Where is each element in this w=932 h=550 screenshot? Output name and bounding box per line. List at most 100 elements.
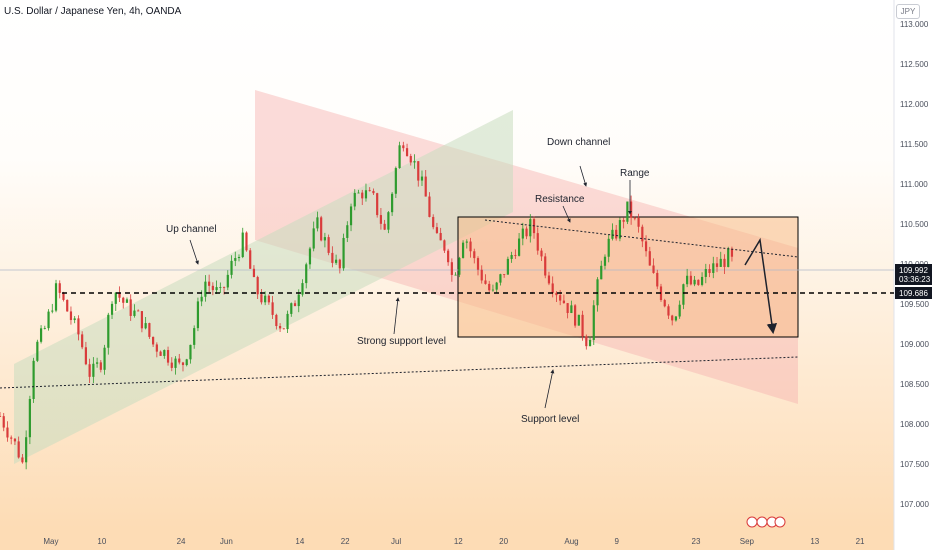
candle-body <box>398 145 401 169</box>
candle-body <box>2 416 5 428</box>
candle-body <box>499 274 502 283</box>
candle-body <box>648 251 651 266</box>
support-level-label: Support level <box>521 414 579 425</box>
x-tick-label: Aug <box>564 537 578 546</box>
candle-body <box>73 318 76 321</box>
candle-body <box>592 305 595 340</box>
candle-body <box>208 281 211 286</box>
y-tick-label: 112.000 <box>900 100 929 109</box>
candle-body <box>215 287 218 291</box>
range-box <box>457 216 799 338</box>
event-icon-2[interactable] <box>756 516 768 528</box>
resistance-label: Resistance <box>535 194 585 205</box>
candle-body <box>99 362 102 370</box>
candle-body <box>376 193 379 216</box>
candle-body <box>715 263 719 267</box>
candle-body <box>137 310 140 312</box>
candle-body <box>17 441 20 458</box>
candle-body <box>525 228 528 237</box>
candle-body <box>114 292 117 304</box>
candle-body <box>700 276 704 285</box>
candle-body <box>252 268 256 278</box>
candle-body <box>361 192 364 199</box>
event-icon-4[interactable] <box>774 516 786 528</box>
last-price-tag-bg <box>895 264 932 285</box>
candle-body <box>510 255 513 259</box>
candle-body <box>155 344 158 352</box>
candle-body <box>652 265 655 273</box>
up-channel-zone <box>14 110 513 464</box>
down-channel-label: Down channel <box>547 137 610 148</box>
candle-body <box>566 303 569 314</box>
x-tick-label: Jul <box>391 537 401 546</box>
y-tick-label: 111.500 <box>900 140 928 149</box>
candle-body <box>704 268 707 277</box>
candle-body <box>256 277 259 295</box>
candle-body <box>671 315 674 321</box>
candle-body <box>163 350 166 356</box>
candle-body <box>10 437 13 439</box>
candle-body <box>495 282 498 290</box>
candle-body <box>622 220 625 222</box>
candle-body <box>428 196 431 217</box>
candle-body <box>346 225 349 238</box>
candle-body <box>219 287 222 288</box>
event-icon-1[interactable] <box>746 516 758 528</box>
candle-body <box>473 251 476 259</box>
x-axis: May 10 24 Jun 14 22 Jul 12 20 Aug 9 23 Sep 13 21 <box>43 537 865 546</box>
candle-body <box>454 274 457 276</box>
candle-body <box>368 190 371 192</box>
candle-body <box>488 283 491 291</box>
candle-body <box>118 292 121 298</box>
y-tick-label: 109.000 <box>900 340 929 349</box>
y-tick-label: 113.000 <box>900 20 929 29</box>
candle-body <box>174 358 177 368</box>
candle-body <box>405 148 409 157</box>
candle-body <box>413 161 416 163</box>
candle-body <box>372 190 375 194</box>
candle-body <box>312 228 315 249</box>
candle-body <box>723 258 726 267</box>
candle-body <box>603 256 607 266</box>
candle-body <box>562 300 565 304</box>
candle-body <box>301 283 304 295</box>
candle-body <box>357 192 360 194</box>
candle-body <box>305 264 308 284</box>
candle-body <box>697 279 700 285</box>
candle-body <box>476 258 480 270</box>
currency-badge[interactable]: JPY <box>896 4 920 19</box>
strong-support-label: Strong support level <box>357 336 446 347</box>
candle-body <box>469 241 472 252</box>
candle-body <box>379 215 383 224</box>
strong-support-pointer <box>393 297 400 335</box>
range-label: Range <box>620 168 650 179</box>
candle-body <box>338 259 341 269</box>
candle-body <box>447 250 450 263</box>
candle-body <box>435 227 439 233</box>
y-tick-label: 112.500 <box>900 60 929 69</box>
candle-body <box>47 311 50 329</box>
candle-body <box>103 347 106 370</box>
event-icons[interactable] <box>746 516 786 528</box>
y-tick-label: 107.000 <box>900 500 929 509</box>
candle-body <box>607 238 610 257</box>
candle-body <box>570 305 573 314</box>
candle-body <box>349 206 353 226</box>
candle-body <box>656 272 659 287</box>
candle-body <box>0 416 2 417</box>
y-tick-label: 111.000 <box>900 180 928 189</box>
candle-body <box>480 269 483 281</box>
candle-body <box>267 295 270 303</box>
resistance-line <box>484 219 799 258</box>
candle-body <box>443 240 446 251</box>
candle-body <box>600 265 603 280</box>
candles-group <box>0 141 734 470</box>
x-tick-label: 13 <box>810 537 819 546</box>
candle-body <box>178 358 181 363</box>
candle-body <box>129 299 132 316</box>
candle-body <box>148 323 151 337</box>
candle-body <box>712 263 715 273</box>
candle-body <box>159 351 162 356</box>
candle-body <box>544 256 547 276</box>
